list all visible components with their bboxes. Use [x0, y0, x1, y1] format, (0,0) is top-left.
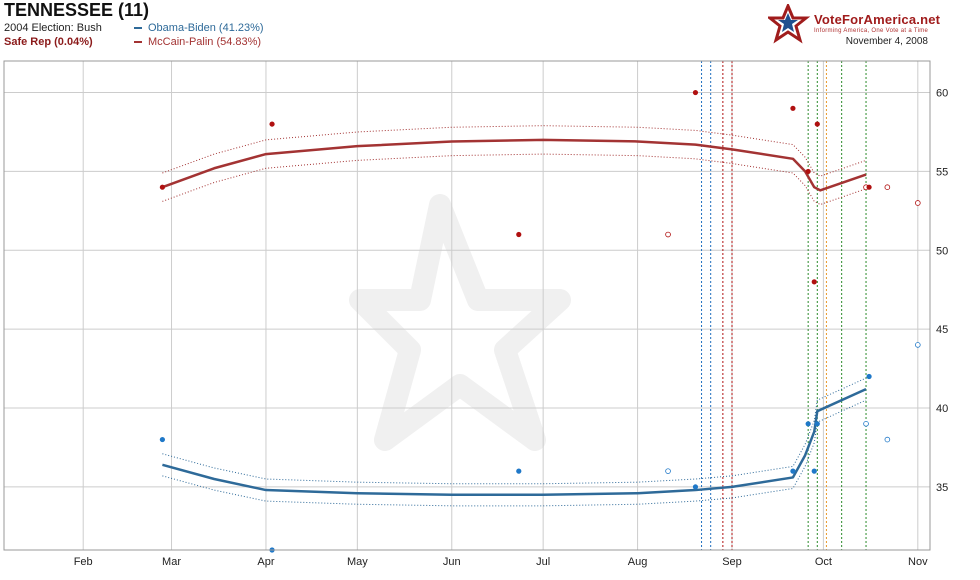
mccain-band-lower	[162, 153, 867, 206]
y-tick-label: 55	[936, 166, 948, 178]
legend-mccain-label: McCain-Palin (54.83%)	[148, 36, 262, 48]
obama-poll-point	[811, 468, 817, 474]
mccain-poll-point	[269, 121, 275, 127]
legend-obama: Obama-Biden (41.23%)	[134, 22, 264, 34]
x-tick-label: May	[347, 556, 368, 568]
x-tick-label: Apr	[257, 556, 274, 568]
y-tick-label: 60	[936, 88, 948, 100]
x-tick-label: Oct	[815, 556, 832, 568]
x-tick-label: Nov	[908, 556, 928, 568]
obama-poll-point	[665, 468, 671, 474]
mccain-poll-point	[159, 184, 165, 190]
obama-poll-point	[884, 436, 891, 443]
mccain-poll-point	[790, 105, 796, 111]
obama-poll-point	[814, 421, 820, 427]
logo-text: VoteForAmerica.net	[814, 12, 941, 27]
x-tick-label: Sep	[722, 556, 742, 568]
mccain-poll-point	[665, 231, 671, 238]
mccain-poll-point	[814, 121, 820, 127]
mccain-poll-point	[915, 200, 921, 206]
legend-obama-swatch	[134, 27, 142, 30]
legend-obama-label: Obama-Biden (41.23%)	[148, 22, 264, 34]
plot-frame	[3, 60, 931, 551]
mccain-poll-point	[516, 231, 522, 238]
x-tick-label: Feb	[74, 556, 93, 568]
y-tick-label: 45	[936, 324, 948, 336]
status-text: Safe Rep (0.04%)	[4, 36, 93, 48]
prior-election-text: 2004 Election: Bush	[4, 22, 102, 34]
mccain-trend-line	[161, 138, 867, 192]
obama-poll-point	[516, 468, 522, 474]
legend-mccain-swatch	[134, 41, 142, 44]
obama-band-upper	[162, 377, 867, 485]
y-tick-label: 40	[936, 403, 948, 415]
logo-tagline: Informing America, One Vote at a Time	[814, 28, 929, 34]
y-tick-label: 50	[936, 245, 948, 257]
x-tick-label: Mar	[162, 556, 181, 568]
obama-band-lower	[162, 399, 867, 507]
mccain-poll-point	[884, 184, 891, 190]
x-tick-label: Jul	[536, 556, 550, 568]
legend-mccain: McCain-Palin (54.83%)	[134, 36, 261, 48]
obama-poll-point	[805, 421, 811, 427]
obama-poll-point	[866, 373, 872, 380]
obama-trend-line	[162, 387, 867, 497]
page-title: TENNESSEE (11)	[4, 0, 150, 20]
x-tick-label: Jun	[443, 556, 461, 568]
logo	[768, 4, 811, 44]
obama-poll-point	[863, 421, 869, 427]
obama-poll-point	[915, 342, 921, 348]
x-tick-label: Aug	[628, 556, 648, 568]
mccain-poll-point	[866, 184, 872, 190]
y-tick-label: 35	[936, 482, 948, 494]
mccain-poll-point	[692, 89, 699, 96]
mccain-poll-point	[811, 279, 817, 285]
obama-poll-point	[790, 468, 796, 474]
mccain-poll-point	[805, 168, 811, 175]
obama-poll-point	[159, 436, 165, 443]
obama-poll-point	[692, 484, 699, 490]
watermark-star-icon	[349, 194, 571, 451]
mccain-band-upper	[162, 125, 867, 177]
date-text: November 4, 2008	[845, 36, 928, 47]
